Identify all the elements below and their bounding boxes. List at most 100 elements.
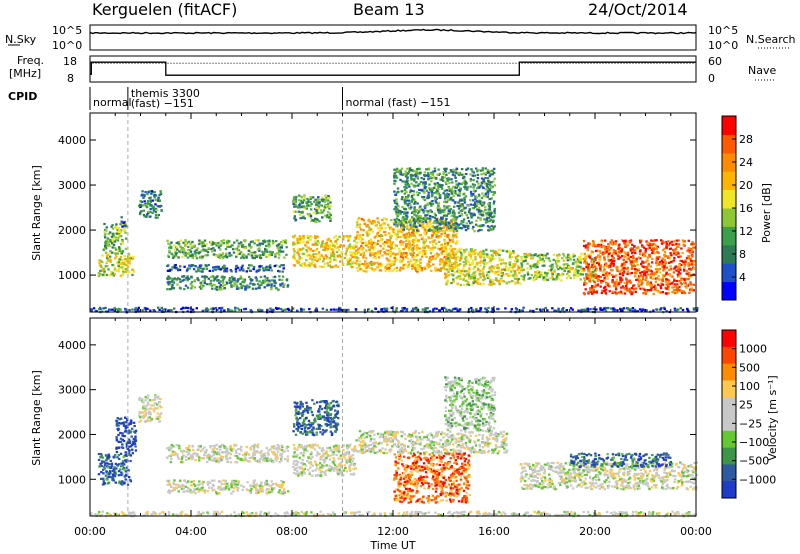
echo-cell [296,260,299,263]
echo-cell [458,214,461,218]
echo-cell [228,240,231,243]
echo-cell [445,189,449,192]
echo-cell [443,167,446,171]
echo-cell [100,260,104,263]
echo-cell [102,267,105,270]
echo-cell [303,217,306,220]
echo-cell [426,217,429,220]
echo-cell [445,221,448,224]
echo-cell [668,242,672,245]
echo-cell [575,262,579,265]
echo-cell [358,234,362,237]
echo-cell [543,264,546,267]
echo-cell [539,259,542,262]
echo-cell [617,247,620,250]
echo-cell [265,265,268,268]
echo-cell [412,225,415,228]
echo-cell [454,189,457,192]
echo-cell [462,261,465,264]
echo-cell [437,168,440,171]
echo-cell [646,259,649,262]
echo-cell [191,264,195,267]
echo-cell [417,259,420,262]
echo-cell [436,182,439,185]
echo-cell [121,225,124,228]
echo-cell [486,177,490,180]
echo-cell [503,268,506,271]
echo-cell [109,251,112,254]
echo-cell [186,256,190,259]
echo-cell [419,180,423,183]
echo-cell [478,269,482,272]
echo-cell [251,256,254,260]
echo-cell [356,218,360,221]
echo-cell [394,219,397,222]
echo-cell [465,168,468,171]
echo-cell [442,260,445,263]
echo-cell [263,240,266,243]
echo-cell [223,283,226,286]
echo-cell [423,175,426,178]
echo-cell [487,203,490,206]
echo-cell [479,256,482,259]
echo-cell [448,252,451,255]
echo-cell [248,243,251,246]
echo-cell [468,263,472,267]
echo-cell [479,217,482,220]
echo-cell [328,204,331,207]
echo-cell [683,291,687,295]
echo-cell [154,203,157,206]
echo-cell [426,264,429,267]
echo-cell [677,268,680,271]
echo-cell [357,265,361,268]
echo-cell [293,252,296,255]
echo-cell [373,245,376,248]
echo-cell [614,288,618,291]
echo-cell [273,284,276,287]
echo-cell [450,192,454,195]
echo-cell [195,257,199,260]
echo-cell [630,247,633,250]
echo-cell [175,246,178,249]
echo-cell [253,257,256,260]
echo-cell [186,286,190,289]
echo-cell [247,267,250,270]
echo-cell [329,246,332,250]
echo-cell [186,279,189,282]
echo-cell [189,244,193,247]
echo-cell [451,173,455,176]
echo-cell [282,285,285,288]
echo-cell [294,218,298,221]
echo-cell [643,246,646,249]
echo-cell [187,240,191,243]
echo-cell [242,256,246,259]
echo-cell [689,259,693,262]
echo-cell [372,241,376,244]
echo-cell [390,247,393,250]
echo-cell [448,188,452,191]
echo-cell [457,173,461,176]
echo-cell [330,248,334,251]
echo-cell [121,250,124,254]
echo-cell [389,226,392,229]
echo-cell [409,221,413,224]
echo-cell [603,246,607,250]
echo-cell [139,200,142,203]
echo-cell [427,173,430,176]
echo-cell [246,286,249,289]
echo-cell [123,224,126,227]
echo-cell [142,209,145,212]
cpid-label: CPID [8,90,37,103]
echo-cell [467,211,471,214]
echo-cell [199,267,202,270]
echo-cell [576,258,580,261]
echo-cell [172,281,175,284]
echo-cell [640,244,644,247]
cpid-segment-sublabel: (fast) −151 [131,97,194,110]
echo-cell [421,188,424,191]
echo-cell [583,283,586,286]
echo-cell [526,254,529,257]
echo-cell [398,230,401,233]
echo-cell [472,250,476,253]
echo-cell [161,308,165,311]
